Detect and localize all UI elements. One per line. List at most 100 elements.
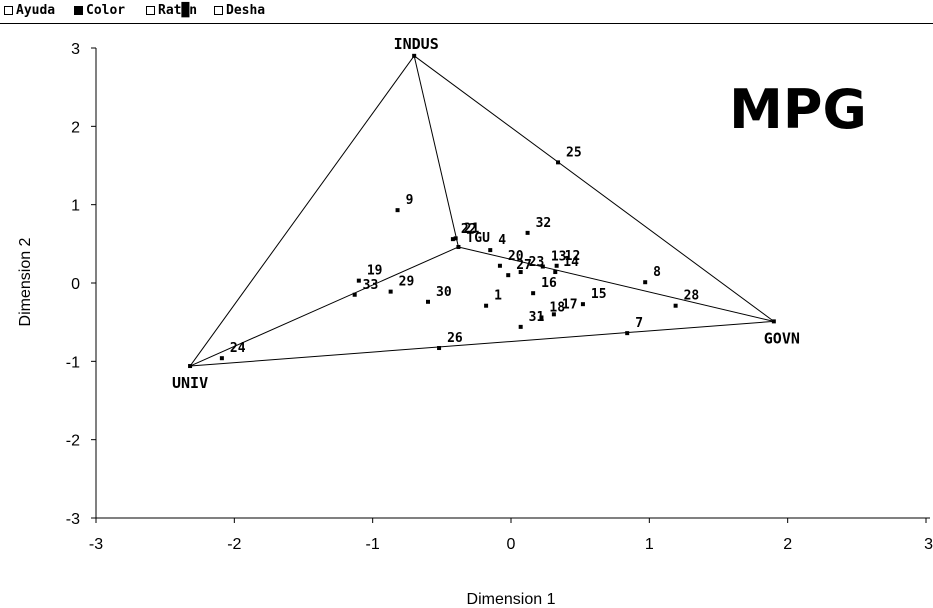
point-label: 7 xyxy=(635,316,643,331)
y-tick-label: -3 xyxy=(66,511,80,528)
vertex-label: INDUS xyxy=(394,35,439,53)
checkbox-icon[interactable] xyxy=(146,6,155,15)
menu-item-raton[interactable]: Rat█n xyxy=(146,4,197,18)
menu-item-label: Ayuda xyxy=(16,3,56,18)
point-label: 33 xyxy=(363,278,379,293)
point-label: 27 xyxy=(516,258,532,273)
x-tick-label: -3 xyxy=(89,536,103,553)
point-marker xyxy=(437,346,442,351)
point-marker xyxy=(484,303,489,308)
point-marker xyxy=(518,324,523,329)
point-label: 13 xyxy=(551,250,567,265)
x-tick-label: -2 xyxy=(227,536,241,553)
point-marker xyxy=(580,302,585,307)
checkbox-icon[interactable] xyxy=(4,6,13,15)
point-marker xyxy=(453,236,458,241)
vertex-label: TGU xyxy=(466,231,490,246)
point-marker xyxy=(506,273,511,278)
vertex-marker xyxy=(771,319,776,324)
checkbox-checked-icon[interactable] xyxy=(74,6,83,15)
y-axis-label: Dimension 2 xyxy=(17,237,34,326)
x-tick-label: 1 xyxy=(645,536,654,553)
point-marker xyxy=(554,263,559,268)
triangle-edges xyxy=(189,55,775,367)
vertex-label: GOVN xyxy=(764,329,800,347)
point-marker xyxy=(450,237,455,242)
point-marker xyxy=(551,312,556,317)
point-label: 14 xyxy=(563,255,579,270)
chart-title: MPG xyxy=(729,78,867,141)
edge-line xyxy=(458,246,774,322)
y-tick-label: 0 xyxy=(71,276,80,293)
point-marker xyxy=(556,160,561,165)
point-marker xyxy=(643,280,648,285)
point-marker xyxy=(488,248,493,253)
menu-item-label: Desha xyxy=(226,3,266,18)
point-marker xyxy=(388,289,393,294)
point-marker xyxy=(219,356,224,361)
point-label: 26 xyxy=(447,331,463,346)
point-marker xyxy=(539,315,544,320)
point-label: 21 xyxy=(464,221,480,236)
point-label: 20 xyxy=(508,249,524,264)
point-label: 8 xyxy=(653,265,661,280)
point-marker xyxy=(356,278,361,283)
point-label: 12 xyxy=(565,249,581,264)
menu-item-desha[interactable]: Desha xyxy=(214,4,265,18)
point-label: 30 xyxy=(436,285,452,300)
point-marker xyxy=(553,270,558,275)
x-tick-label: 3 xyxy=(924,536,933,553)
x-axis-label: Dimension 1 xyxy=(467,591,556,608)
point-label: 23 xyxy=(529,255,545,270)
point-label: 4 xyxy=(498,233,506,248)
point-label: 17 xyxy=(562,297,578,312)
y-tick-label: 1 xyxy=(71,198,80,215)
point-marker xyxy=(352,292,357,297)
point-marker xyxy=(531,291,536,296)
point-label: 16 xyxy=(541,276,557,291)
vertex-points: INDUS UNIV GOVN TGU xyxy=(172,35,800,392)
point-label: 9 xyxy=(406,193,414,208)
point-marker xyxy=(395,208,400,213)
point-label: 19 xyxy=(367,264,383,279)
point-marker xyxy=(625,331,630,336)
y-tick-label: -2 xyxy=(66,433,80,450)
point-label: 32 xyxy=(536,216,552,231)
x-tick-label: 0 xyxy=(507,536,516,553)
vertex-marker xyxy=(188,364,193,369)
menu-item-color[interactable]: Color xyxy=(74,4,125,18)
y-tick-label: 2 xyxy=(71,119,80,136)
menu-item-ayuda[interactable]: Ayuda xyxy=(4,4,55,18)
menu-item-label: Rat█n xyxy=(158,3,198,18)
vertex-marker xyxy=(456,244,461,249)
point-label: 22 xyxy=(461,222,477,237)
point-marker xyxy=(540,264,545,269)
point-label: 18 xyxy=(549,300,565,315)
point-label: 29 xyxy=(399,275,415,290)
point-label: 15 xyxy=(591,287,607,302)
vertex-label: UNIV xyxy=(172,374,208,392)
point-marker xyxy=(525,230,530,235)
edge-line xyxy=(413,55,459,248)
x-tick-label: -1 xyxy=(366,536,380,553)
point-marker xyxy=(673,303,678,308)
point-label: 28 xyxy=(684,289,700,304)
edge-line xyxy=(189,246,459,367)
point-marker xyxy=(426,299,430,304)
menu-item-label: Color xyxy=(86,3,126,18)
point-label: 25 xyxy=(566,145,582,160)
x-tick-label: 2 xyxy=(783,536,792,553)
menu-bar: Ayuda Color Rat█n Desha xyxy=(0,0,933,24)
edge-line xyxy=(190,320,774,367)
vertex-marker xyxy=(412,53,417,58)
checkbox-icon[interactable] xyxy=(214,6,223,15)
point-label: 31 xyxy=(529,310,545,325)
point-label: 1 xyxy=(494,289,502,304)
y-tick-label: 3 xyxy=(71,41,80,58)
data-points: 1478912131415161718192021222324252627282… xyxy=(219,145,700,361)
y-tick-label: -1 xyxy=(66,354,80,371)
point-label: 24 xyxy=(230,341,246,356)
point-marker xyxy=(518,270,523,275)
